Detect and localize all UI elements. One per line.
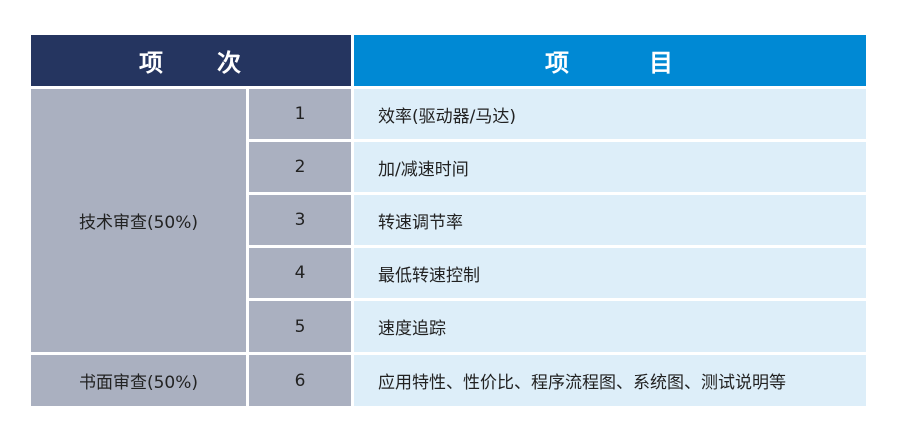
group-document-review: 书面审查(50%) (31, 355, 246, 406)
header-item-no: 项 次 (31, 35, 351, 86)
row-no: 5 (249, 301, 351, 352)
row-item: 最低转速控制 (354, 248, 866, 298)
row-no: 1 (249, 89, 351, 139)
row-no: 3 (249, 195, 351, 245)
row-no: 4 (249, 248, 351, 298)
row-item: 应用特性、性价比、程序流程图、系统图、测试说明等 (354, 355, 866, 406)
row-no: 6 (249, 355, 351, 406)
row-no: 2 (249, 142, 351, 192)
row-item: 效率(驱动器/马达) (354, 89, 866, 139)
row-item: 速度追踪 (354, 301, 866, 352)
header-item: 项 目 (354, 35, 866, 86)
row-item: 加/减速时间 (354, 142, 866, 192)
group-technical-review: 技术审查(50%) (31, 89, 246, 352)
row-item: 转速调节率 (354, 195, 866, 245)
